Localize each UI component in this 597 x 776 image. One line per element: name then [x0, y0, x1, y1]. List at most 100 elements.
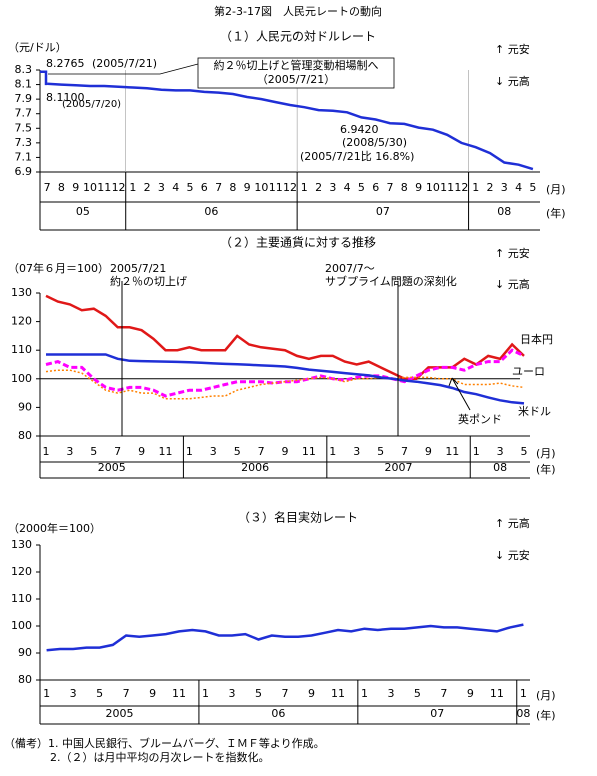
year-label: 2005: [105, 707, 133, 720]
x-tick-label: 11: [331, 687, 345, 700]
point-label: 8.1100: [46, 91, 85, 104]
x-tick-label: 7: [258, 445, 265, 458]
x-tick-label: 1: [42, 445, 49, 458]
x-tick-label: 3: [501, 181, 508, 194]
footnote: （備考）1. 中国人民銀行、ブルームバーグ、ＩＭＦ等より作成。: [4, 736, 325, 750]
x-tick-label: 7: [440, 687, 447, 700]
x-tick-label: 5: [187, 181, 194, 194]
x-tick-label: 9: [149, 687, 156, 700]
x-tick-label: 3: [387, 687, 394, 700]
callout-text: （2005/7/21）: [257, 73, 335, 86]
x-tick-label: 3: [66, 445, 73, 458]
x-unit: (月): [536, 689, 556, 702]
x-tick-label: 8: [401, 181, 408, 194]
direction-note: ↓ 元高: [495, 277, 530, 291]
year-label: 06: [271, 707, 285, 720]
x-tick-label: 7: [44, 181, 51, 194]
y-tick-label: 7.7: [15, 107, 33, 120]
y-tick-label: 7.1: [15, 150, 33, 163]
y-tick-label: 100: [11, 372, 32, 385]
y-tick-label: 90: [18, 400, 32, 413]
x-tick-label: 2: [487, 181, 494, 194]
event-label: 2007/7～: [325, 262, 375, 275]
series-line: [47, 82, 534, 171]
x-tick-label: 12: [454, 181, 468, 194]
x-tick-label: 8: [58, 181, 65, 194]
point-date: (2008/5/30): [342, 136, 407, 149]
x-tick-label: 3: [353, 445, 360, 458]
y-tick-label: 8.1: [15, 78, 33, 91]
x-tick-label: 5: [90, 445, 97, 458]
y-tick-label: 120: [11, 315, 32, 328]
event-label: 約２％の切上げ: [110, 274, 187, 288]
x-tick-label: 3: [158, 181, 165, 194]
y-tick-label: 7.5: [15, 121, 33, 134]
direction-note: ↑ 元安: [495, 246, 530, 260]
x-tick-label: 7: [387, 181, 394, 194]
chart-title: （３）名目実効レート: [238, 510, 358, 525]
x-tick-label: 1: [43, 687, 50, 700]
year-label: 08: [493, 461, 507, 474]
x-tick-label: 5: [255, 687, 262, 700]
series-line: [46, 353, 525, 405]
x-unit: (月): [546, 183, 566, 196]
x-tick-label: 11: [445, 445, 459, 458]
x-tick-label: 12: [112, 181, 126, 194]
y-tick-label: 90: [18, 646, 32, 659]
year-unit: (年): [536, 708, 556, 722]
direction-note: ↓ 元高: [495, 74, 530, 88]
y-tick-label: 8.3: [15, 63, 33, 76]
x-tick-label: 3: [210, 445, 217, 458]
y-tick-label: 130: [11, 538, 32, 551]
y-tick-label: 80: [18, 429, 32, 442]
y-axis-label: （元/ドル）: [8, 41, 67, 54]
point-note: (2005/7/21比 16.8%): [300, 150, 414, 163]
y-tick-label: 110: [11, 343, 32, 356]
x-tick-label: 5: [234, 445, 241, 458]
x-tick-label: 1: [202, 687, 209, 700]
x-tick-label: 5: [96, 687, 103, 700]
y-tick-label: 130: [11, 286, 32, 299]
x-tick-label: 9: [425, 445, 432, 458]
x-tick-label: 9: [308, 687, 315, 700]
x-tick-label: 9: [72, 181, 79, 194]
year-label: 2007: [385, 461, 413, 474]
x-tick-label: 6: [372, 181, 379, 194]
label-pointer: [448, 377, 471, 411]
x-tick-label: 5: [529, 181, 536, 194]
point-label: 8.2765: [46, 57, 85, 70]
x-tick-label: 4: [172, 181, 179, 194]
x-tick-label: 2: [315, 181, 322, 194]
y-tick-label: 80: [18, 673, 32, 686]
x-tick-label: 7: [123, 687, 130, 700]
x-tick-label: 11: [440, 181, 454, 194]
y-tick-label: 100: [11, 619, 32, 632]
callout-box: [197, 57, 395, 89]
callout-text: 約２％切上げと管理変動相場制へ: [214, 58, 379, 72]
x-tick-label: 1: [472, 181, 479, 194]
x-tick-label: 4: [344, 181, 351, 194]
x-tick-label: 9: [244, 181, 251, 194]
x-tick-label: 5: [521, 445, 528, 458]
series-line: [45, 369, 525, 400]
year-label: 07: [430, 707, 444, 720]
x-tick-label: 1: [301, 181, 308, 194]
x-tick-label: 3: [70, 687, 77, 700]
x-tick-label: 9: [415, 181, 422, 194]
year-label: 08: [516, 707, 530, 720]
x-tick-label: 7: [401, 445, 408, 458]
x-tick-label: 5: [414, 687, 421, 700]
year-label: 2006: [241, 461, 269, 474]
point-date: (2005/7/21): [92, 57, 157, 70]
x-unit: (月): [536, 447, 556, 460]
y-axis-label: （07年６月＝100）: [8, 261, 109, 275]
year-label: 06: [204, 205, 218, 218]
x-tick-label: 1: [520, 687, 527, 700]
x-tick-label: 10: [254, 181, 268, 194]
chart-title: （１）人民元の対ドルレート: [220, 30, 376, 44]
year-unit: (年): [546, 206, 566, 220]
y-tick-label: 7.3: [15, 136, 33, 149]
x-tick-label: 9: [138, 445, 145, 458]
year-label: 07: [376, 205, 390, 218]
series-label: 米ドル: [518, 405, 551, 418]
